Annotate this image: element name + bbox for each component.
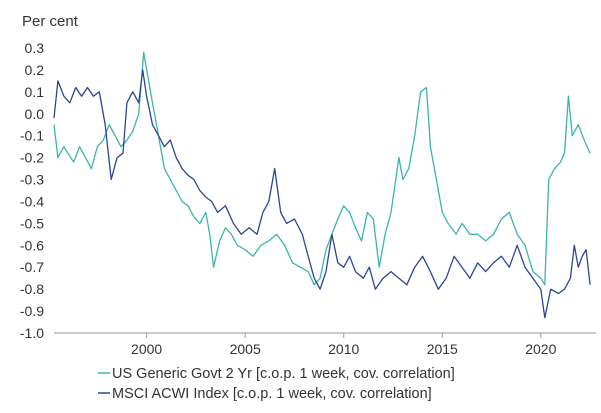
y-tick-label: -0.5 [20,215,44,231]
legend-label: MSCI ACWI Index [c.o.p. 1 week, cov. cor… [112,386,432,402]
y-tick-label: -1.0 [20,325,44,341]
x-tick-label: 2010 [328,341,359,357]
y-tick-label: -0.8 [20,281,44,297]
x-tick-label: 2005 [230,341,261,357]
y-tick-label: -0.3 [20,172,44,188]
x-axis: 2000 2005 2010 2015 2020 [54,332,596,357]
series-line-us-govt-2yr [53,51,591,286]
y-tick-label: -0.6 [20,237,44,253]
y-tick-label: -0.9 [20,303,44,319]
series-lines [53,51,591,319]
y-tick-label: -0.7 [20,259,44,275]
y-tick-label: 0.1 [25,84,45,100]
y-tick-label: -0.1 [20,128,44,144]
y-tick-label: 0.3 [25,40,45,56]
series-line-msci-acwi [53,69,591,319]
x-tick-label: 2015 [427,341,458,357]
unit-label: Per cent [22,13,79,30]
y-tick-label: -0.4 [20,193,44,209]
y-tick-label: 0.0 [25,106,45,122]
x-tick-label: 2000 [131,341,162,357]
legend: US Generic Govt 2 Yr [c.o.p. 1 week, cov… [98,366,455,402]
y-tick-label: -0.2 [20,150,44,166]
y-tick-label: 0.2 [25,62,45,78]
y-axis: 0.3 0.2 0.1 0.0 -0.1 -0.2 -0.3 -0.4 -0.5 -0.6 -0.7… [20,40,44,341]
x-tick-label: 2020 [525,341,556,357]
legend-label: US Generic Govt 2 Yr [c.o.p. 1 week, cov… [112,366,455,382]
